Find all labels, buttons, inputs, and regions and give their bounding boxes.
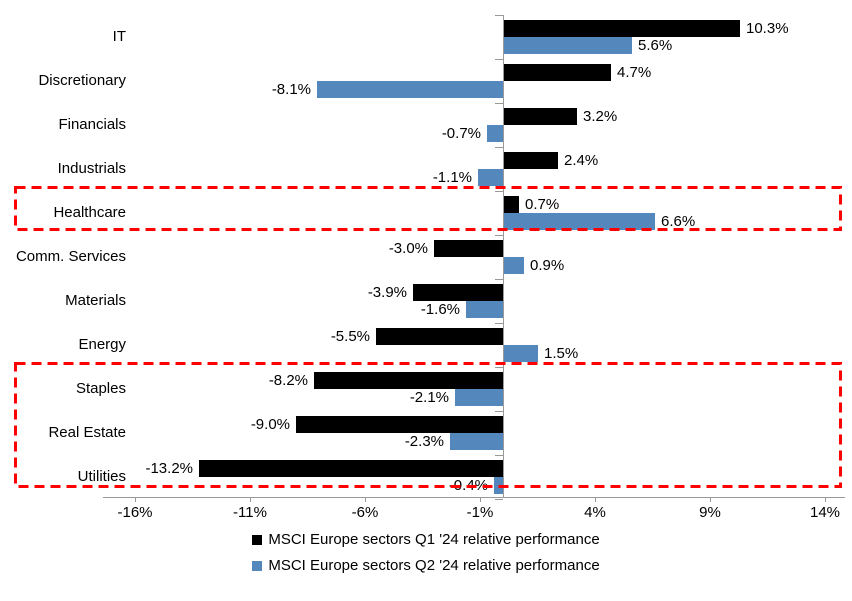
category-label: Financials xyxy=(58,116,126,133)
value-label: 1.5% xyxy=(544,345,579,362)
x-axis-tick-label: 9% xyxy=(699,504,721,521)
value-label: 2.4% xyxy=(564,152,599,169)
x-axis-tick-mark xyxy=(825,497,826,502)
bar-series-1 xyxy=(503,108,577,125)
bar-series-2 xyxy=(503,345,538,362)
value-label: -3.9% xyxy=(367,284,407,301)
value-label: -3.0% xyxy=(388,240,428,257)
x-axis-tick-mark xyxy=(250,497,251,502)
bar-series-2 xyxy=(450,433,503,450)
bar-series-2 xyxy=(466,301,503,318)
bar-series-2 xyxy=(478,169,503,186)
legend-label-q2: MSCI Europe sectors Q2 '24 relative perf… xyxy=(268,557,600,574)
legend-swatch-q1-icon xyxy=(252,534,263,545)
value-label: -2.3% xyxy=(404,433,444,450)
legend-label-q1: MSCI Europe sectors Q1 '24 relative perf… xyxy=(268,531,600,548)
value-label: -1.1% xyxy=(432,169,472,186)
bar-series-1 xyxy=(503,64,611,81)
bar-series-1 xyxy=(503,20,740,37)
category-label: Healthcare xyxy=(53,204,126,221)
bar-series-1 xyxy=(434,240,503,257)
category-tick-mark xyxy=(495,15,503,16)
category-tick-mark xyxy=(495,147,503,148)
category-tick-mark xyxy=(495,367,503,368)
category-label: Materials xyxy=(65,292,126,309)
bar-series-1 xyxy=(503,196,519,213)
value-label: -8.1% xyxy=(271,81,311,98)
category-label: Energy xyxy=(78,336,126,353)
value-label: 10.3% xyxy=(746,20,789,37)
value-label: -0.4% xyxy=(448,477,488,494)
bar-series-1 xyxy=(314,372,503,389)
bar-series-2 xyxy=(487,125,503,142)
bar-series-2 xyxy=(503,213,655,230)
bar-series-1 xyxy=(199,460,503,477)
category-tick-mark xyxy=(495,279,503,280)
category-label: Staples xyxy=(75,380,126,397)
x-axis-tick-label: 14% xyxy=(809,504,841,521)
value-label: -5.5% xyxy=(330,328,370,345)
category-label: Discretionary xyxy=(38,72,126,89)
bar-series-1 xyxy=(376,328,503,345)
category-tick-mark xyxy=(495,59,503,60)
x-axis-tick-mark xyxy=(595,497,596,502)
highlight-box xyxy=(14,186,842,231)
category-label: Utilities xyxy=(77,468,126,485)
zero-axis-line xyxy=(503,15,504,497)
x-axis-tick-mark xyxy=(135,497,136,502)
bar-series-1 xyxy=(413,284,503,301)
category-label: IT xyxy=(112,28,126,45)
legend: MSCI Europe sectors Q1 '24 relative perf… xyxy=(0,531,852,574)
x-axis-tick-mark xyxy=(480,497,481,502)
x-axis-tick-label: 4% xyxy=(584,504,606,521)
highlight-dashed-rect xyxy=(14,186,842,231)
category-tick-mark xyxy=(495,103,503,104)
value-label: 5.6% xyxy=(638,37,673,54)
category-tick-mark xyxy=(495,411,503,412)
x-axis-tick-mark xyxy=(365,497,366,502)
category-label: Real Estate xyxy=(48,424,126,441)
bar-series-2 xyxy=(494,477,503,494)
value-label: -2.1% xyxy=(409,389,449,406)
bar-series-2 xyxy=(317,81,503,98)
legend-swatch-q2-icon xyxy=(252,560,263,571)
x-axis-tick-label: -16% xyxy=(117,504,153,521)
bar-series-2 xyxy=(503,37,632,54)
category-tick-mark xyxy=(495,191,503,192)
category-label: Industrials xyxy=(57,160,126,177)
x-axis-tick-label: -11% xyxy=(233,504,267,521)
value-label: 4.7% xyxy=(617,64,652,81)
x-axis-tick-label: -6% xyxy=(351,504,379,521)
category-label: Comm. Services xyxy=(15,248,126,265)
bar-series-2 xyxy=(503,257,524,274)
bar-series-2 xyxy=(455,389,503,406)
value-label: -0.7% xyxy=(441,125,481,142)
value-label: -8.2% xyxy=(268,372,308,389)
value-label: 3.2% xyxy=(583,108,618,125)
x-axis-tick-label: -1% xyxy=(466,504,494,521)
value-label: -1.6% xyxy=(420,301,460,318)
legend-item-q2: MSCI Europe sectors Q2 '24 relative perf… xyxy=(252,557,600,574)
category-tick-mark xyxy=(495,235,503,236)
value-label: 6.6% xyxy=(661,213,696,230)
value-label: -9.0% xyxy=(250,416,290,433)
bar-series-1 xyxy=(296,416,503,433)
category-tick-mark xyxy=(495,455,503,456)
x-axis-line xyxy=(103,497,845,498)
value-label: -13.2% xyxy=(145,460,193,477)
bar-series-1 xyxy=(503,152,558,169)
x-axis-tick-mark xyxy=(710,497,711,502)
category-tick-mark xyxy=(495,499,503,500)
category-tick-mark xyxy=(495,323,503,324)
legend-item-q1: MSCI Europe sectors Q1 '24 relative perf… xyxy=(252,531,600,548)
value-label: 0.9% xyxy=(530,257,565,274)
value-label: 0.7% xyxy=(525,196,560,213)
